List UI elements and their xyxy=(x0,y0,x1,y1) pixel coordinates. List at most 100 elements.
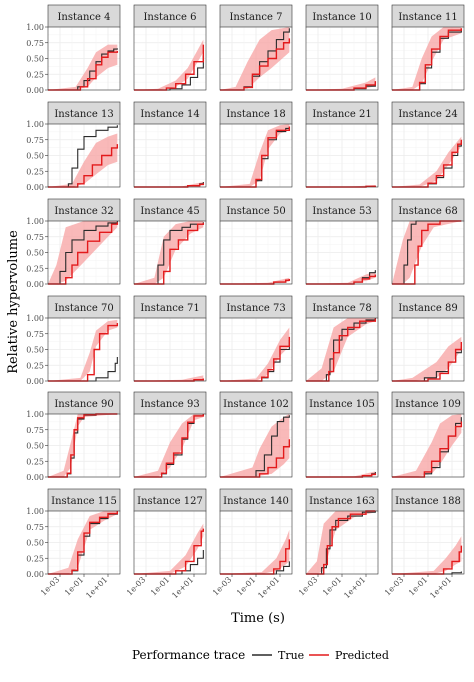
panel: Instance 14 xyxy=(133,101,207,188)
legend-predicted-label: Predicted xyxy=(335,649,389,662)
predicted-interval-band xyxy=(306,471,376,477)
predicted-trace-line xyxy=(392,28,463,91)
predicted-interval-band xyxy=(48,44,118,90)
panel-border xyxy=(391,220,465,285)
panel-border xyxy=(219,26,293,91)
y-tick-label: 1.00 xyxy=(26,507,44,516)
facet-label: Instance 4 xyxy=(57,12,110,23)
panel: Instance 68 xyxy=(391,198,465,285)
x-tick-label: 1e-03 xyxy=(125,575,147,597)
y-tick-label: 0.25 xyxy=(26,361,44,370)
x-tick-label: 1e-03 xyxy=(211,575,233,597)
facet-label: Instance 89 xyxy=(398,303,457,314)
predicted-interval-band xyxy=(392,221,462,284)
legend: Performance trace True Predicted xyxy=(132,648,389,662)
panel: Instance 105 xyxy=(305,391,379,478)
predicted-trace-line xyxy=(134,414,205,478)
panel-border xyxy=(305,317,379,382)
y-tick-label: 0.25 xyxy=(26,554,44,563)
y-tick-label: 0.75 xyxy=(26,330,44,339)
predicted-interval-band xyxy=(392,336,462,381)
panel-border xyxy=(391,413,465,478)
panel-border xyxy=(219,317,293,382)
panel-border xyxy=(219,413,293,478)
facet-label: Instance 6 xyxy=(143,12,196,23)
predicted-trace-line xyxy=(48,511,119,575)
panel: Instance 73 xyxy=(219,295,293,382)
facet-label: Instance 105 xyxy=(309,399,375,410)
x-tick-label: 1e-03 xyxy=(383,575,405,597)
true-trace-line xyxy=(48,221,118,285)
facet-label: Instance 32 xyxy=(54,206,113,217)
panel: Instance 78 xyxy=(305,295,379,382)
y-tick-label: 0.75 xyxy=(26,136,44,145)
predicted-interval-band xyxy=(306,271,376,284)
predicted-trace-line xyxy=(48,222,119,285)
true-trace-line xyxy=(48,125,118,188)
legend-title: Performance trace xyxy=(132,648,245,662)
facet-label: Instance 21 xyxy=(312,109,371,120)
predicted-interval-band xyxy=(306,318,376,381)
predicted-interval-band xyxy=(392,536,462,574)
y-tick-label: 0.00 xyxy=(26,570,44,579)
panel: Instance 11 xyxy=(391,4,465,91)
facet-label: Instance 7 xyxy=(229,12,282,23)
panel-border xyxy=(219,123,293,188)
x-tick-label: 1e+01 xyxy=(256,575,281,600)
y-tick-label: 0.25 xyxy=(26,264,44,273)
facet-label: Instance 73 xyxy=(226,303,285,314)
x-tick-label: 1e-01 xyxy=(321,575,343,597)
panel: Instance 50 xyxy=(219,198,293,285)
predicted-trace-line xyxy=(392,421,463,478)
y-tick-label: 0.50 xyxy=(26,152,44,161)
panel: Instance 6 xyxy=(133,4,207,91)
x-tick-label: 1e+01 xyxy=(84,575,109,600)
predicted-interval-band xyxy=(220,327,290,381)
panel-border xyxy=(133,317,207,382)
facet-label: Instance 24 xyxy=(398,109,457,120)
facet-label: Instance 127 xyxy=(137,496,203,507)
panel: Instance 45 xyxy=(133,198,207,285)
predicted-interval-band xyxy=(48,511,118,574)
y-tick-label: 0.00 xyxy=(26,183,44,192)
facet-label: Instance 163 xyxy=(309,496,375,507)
y-tick-label: 0.50 xyxy=(26,442,44,451)
y-tick-label: 1.00 xyxy=(26,410,44,419)
panel: Instance 21 xyxy=(305,101,379,188)
panel-border xyxy=(133,123,207,188)
y-tick-label: 1.00 xyxy=(26,314,44,323)
predicted-interval-band xyxy=(306,511,376,574)
y-tick-label: 0.50 xyxy=(26,346,44,355)
legend-true-label: True xyxy=(278,649,304,662)
y-tick-label: 0.00 xyxy=(26,86,44,95)
panel: Instance 10 xyxy=(305,4,379,91)
predicted-trace-line xyxy=(48,50,119,91)
x-axis-title: Time (s) xyxy=(231,611,285,626)
facet-label: Instance 102 xyxy=(223,399,289,410)
facet-label: Instance 140 xyxy=(223,496,289,507)
y-tick-label: 0.75 xyxy=(26,39,44,48)
predicted-interval-band xyxy=(392,136,462,187)
panel: Instance 4 0.00 0.25 0.50 0.75 1.00 xyxy=(26,4,121,95)
predicted-interval-band xyxy=(134,181,204,187)
x-tick-label: 1e+01 xyxy=(428,575,453,600)
predicted-trace-line xyxy=(134,222,205,285)
facet-label: Instance 18 xyxy=(226,109,285,120)
predicted-interval-band xyxy=(48,133,118,187)
panel-border xyxy=(133,220,207,285)
panel: Instance 102 xyxy=(219,391,293,478)
predicted-interval-band xyxy=(220,414,290,477)
y-tick-label: 0.50 xyxy=(26,249,44,258)
panel: Instance 109 xyxy=(391,391,465,478)
predicted-interval-band xyxy=(220,529,290,574)
y-tick-label: 0.25 xyxy=(26,167,44,176)
x-tick-label: 1e-01 xyxy=(407,575,429,597)
facet-label: Instance 78 xyxy=(312,303,371,314)
panel-border xyxy=(133,26,207,91)
facet-label: Instance 10 xyxy=(312,12,371,23)
panel: Instance 70 0.00 0.25 0.50 0.75 1.00 xyxy=(26,295,121,386)
panel: Instance 32 0.00 0.25 0.50 0.75 1.00 xyxy=(26,198,121,289)
panel: Instance 13 0.00 0.25 0.50 0.75 1.00 xyxy=(26,101,121,192)
